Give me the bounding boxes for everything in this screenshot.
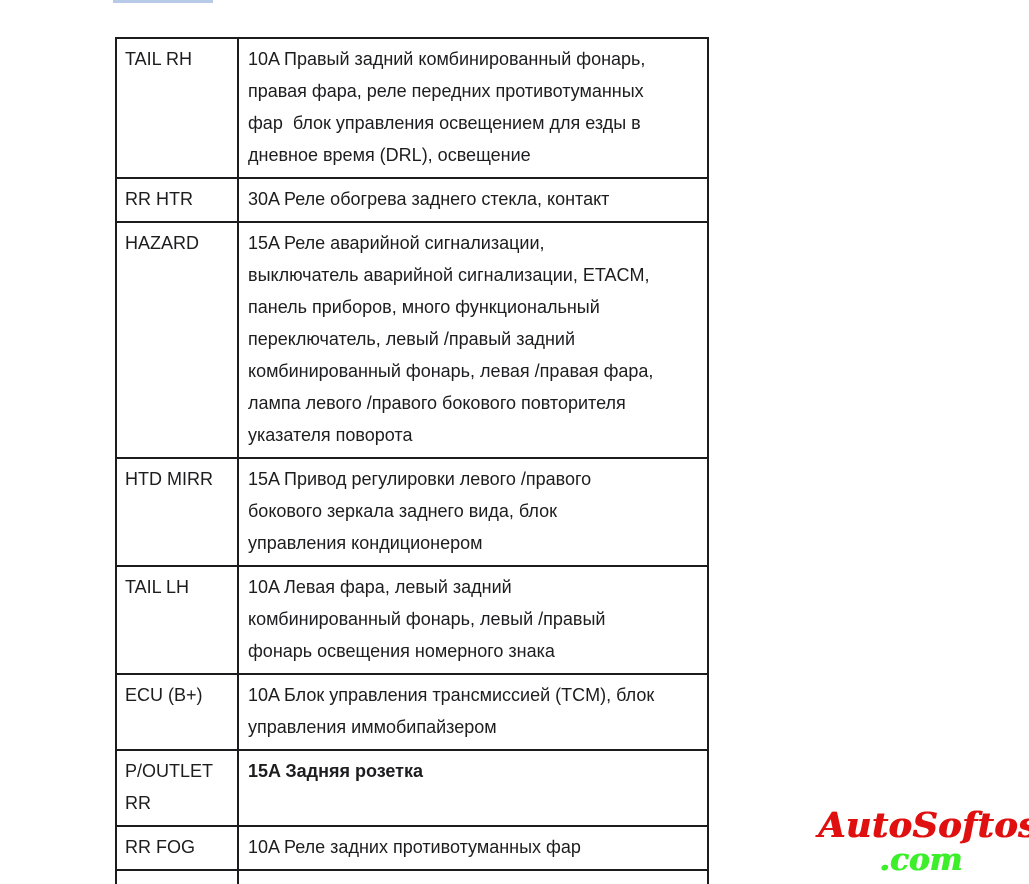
watermark: AutoSoftos .com [818, 805, 1029, 878]
fuse-desc-cell [237, 869, 709, 884]
fuse-desc-cell: 10A Реле задних противотуманных фар [237, 825, 709, 871]
watermark-brand-text: AutoSoftos [818, 805, 1029, 846]
fuse-name-cell: RR HTR [115, 177, 239, 223]
fuse-name-cell: ECU (B+) [115, 673, 239, 751]
table-row: RR FOG 10A Реле задних противотуманных ф… [115, 825, 709, 871]
fuse-desc-cell: 15A Реле аварийной сигнализации, выключа… [237, 221, 709, 459]
fuse-table: TAIL RH 10A Правый задний комбинированны… [115, 37, 709, 884]
watermark-domain-text: .com [878, 842, 963, 878]
table-row: RR HTR 30A Реле обогрева заднего стекла,… [115, 177, 709, 223]
fuse-desc-cell: 15A Привод регулировки левого /правого б… [237, 457, 709, 567]
fuse-name-cell [115, 869, 239, 884]
fuse-desc-cell: 15A Задняя розетка [237, 749, 709, 827]
fuse-name-cell: HTD MIRR [115, 457, 239, 567]
fuse-desc-cell: 10A Левая фара, левый задний комбинирова… [237, 565, 709, 675]
fuse-name-cell: TAIL LH [115, 565, 239, 675]
table-row: TAIL RH 10A Правый задний комбинированны… [115, 37, 709, 179]
fuse-name-cell: HAZARD [115, 221, 239, 459]
fuse-desc-cell: 10A Блок управления трансмиссией (TCM), … [237, 673, 709, 751]
table-row: P/OUTLET RR 15A Задняя розетка [115, 749, 709, 827]
fuse-desc-cell: 30A Реле обогрева заднего стекла, контак… [237, 177, 709, 223]
fuse-desc-cell: 10A Правый задний комбинированный фонарь… [237, 37, 709, 179]
fuse-name-cell: P/OUTLET RR [115, 749, 239, 827]
fuse-name-cell: RR FOG [115, 825, 239, 871]
truncated-link-underline[interactable] [113, 0, 213, 3]
table-row: ECU (B+) 10A Блок управления трансмиссие… [115, 673, 709, 751]
fuse-name-cell: TAIL RH [115, 37, 239, 179]
table-row [115, 869, 709, 884]
table-row: HAZARD 15A Реле аварийной сигнализации, … [115, 221, 709, 459]
table-row: HTD MIRR 15A Привод регулировки левого /… [115, 457, 709, 567]
table-row: TAIL LH 10A Левая фара, левый задний ком… [115, 565, 709, 675]
